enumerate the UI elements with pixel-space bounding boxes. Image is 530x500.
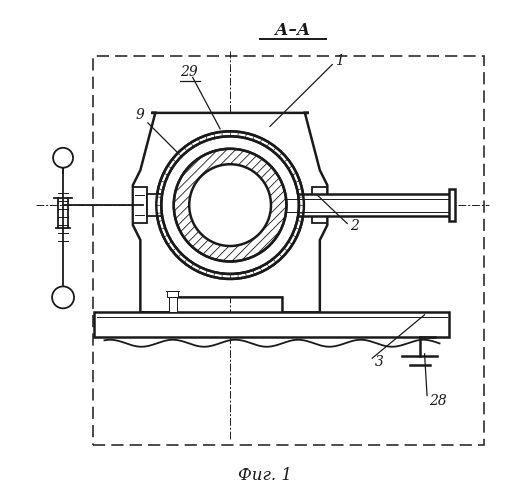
Bar [147,194,189,216]
Text: 28: 28 [429,394,447,407]
Text: 9: 9 [135,108,144,122]
Bar [449,189,455,221]
Text: А–А: А–А [275,22,310,38]
Bar [169,298,176,312]
Text: 1: 1 [335,54,343,68]
Text: 3: 3 [375,355,384,369]
Bar [312,187,328,223]
Bar [93,56,484,446]
Polygon shape [133,113,328,312]
Text: 29: 29 [180,66,198,80]
Circle shape [52,286,74,308]
Circle shape [156,132,304,279]
Bar [167,292,178,298]
Text: 2: 2 [350,219,359,233]
Circle shape [53,148,73,168]
Circle shape [174,149,286,262]
Circle shape [189,164,271,246]
Text: Фиг. 1: Фиг. 1 [238,467,292,484]
Circle shape [161,136,299,274]
Bar [133,187,147,223]
Bar [271,194,454,216]
Bar [94,312,449,338]
